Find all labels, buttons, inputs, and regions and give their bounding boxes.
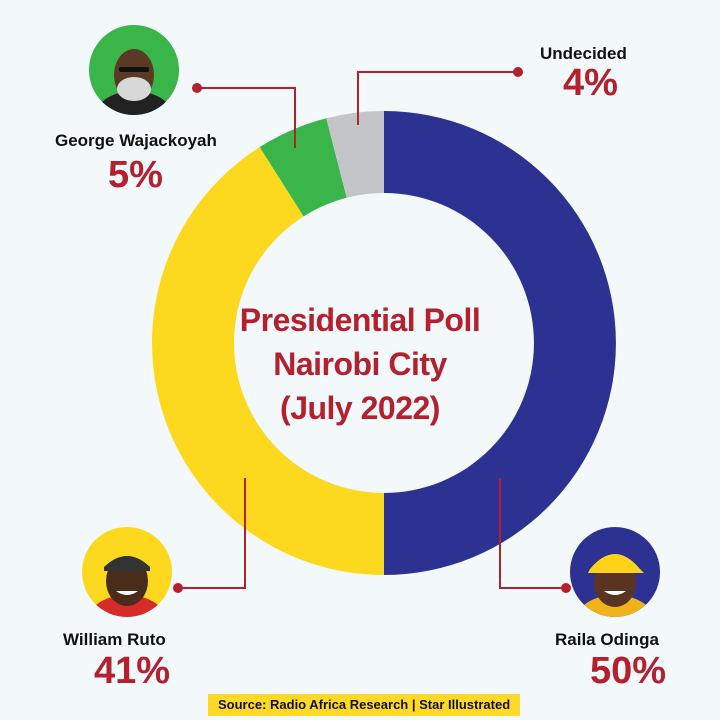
chart-title: Presidential Poll Nairobi City (July 202… — [230, 298, 490, 430]
label-ruto-pct: 41% — [94, 650, 171, 692]
leader-lines — [173, 67, 571, 593]
source-caption: Source: Radio Africa Research | Star Ill… — [208, 694, 521, 716]
wajackoyah-avatar — [89, 25, 179, 115]
donut-slice-undecided — [326, 111, 384, 198]
portrait-icon — [96, 49, 172, 115]
label-odinga-name: Raila Odinga — [555, 630, 659, 649]
leader-line-ruto — [178, 478, 246, 589]
donut-slice-william-ruto — [152, 147, 384, 576]
chart-title-line-3: (July 2022) — [280, 390, 440, 426]
leader-dot-undecided — [513, 67, 523, 77]
label-undecided-pct: 4% — [563, 62, 618, 104]
chart-title-line-1: Presidential Poll — [239, 302, 481, 338]
label-ruto-name: William Ruto — [63, 630, 166, 649]
leader-dot-odinga — [561, 583, 571, 593]
donut-slices — [152, 111, 616, 576]
leader-line-wajackoyah — [197, 87, 296, 148]
portrait-icon — [89, 556, 165, 617]
leader-dot-ruto — [173, 583, 183, 593]
portrait-icon — [577, 554, 653, 617]
chart-title-line-2: Nairobi City — [273, 346, 447, 382]
ruto-avatar — [82, 527, 172, 617]
donut-slice-raila-odinga — [384, 111, 616, 575]
label-wajackoyah-name: George Wajackoyah — [55, 131, 217, 150]
leader-dot-wajackoyah — [192, 83, 202, 93]
leader-line-undecided — [357, 71, 518, 125]
label-wajackoyah-pct: 5% — [108, 154, 163, 196]
label-undecided-name: Undecided — [540, 44, 627, 63]
donut-slice-george-wajackoyah — [259, 118, 347, 217]
label-odinga-pct: 50% — [590, 650, 667, 692]
leader-line-odinga — [499, 478, 566, 589]
odinga-avatar — [570, 527, 660, 617]
